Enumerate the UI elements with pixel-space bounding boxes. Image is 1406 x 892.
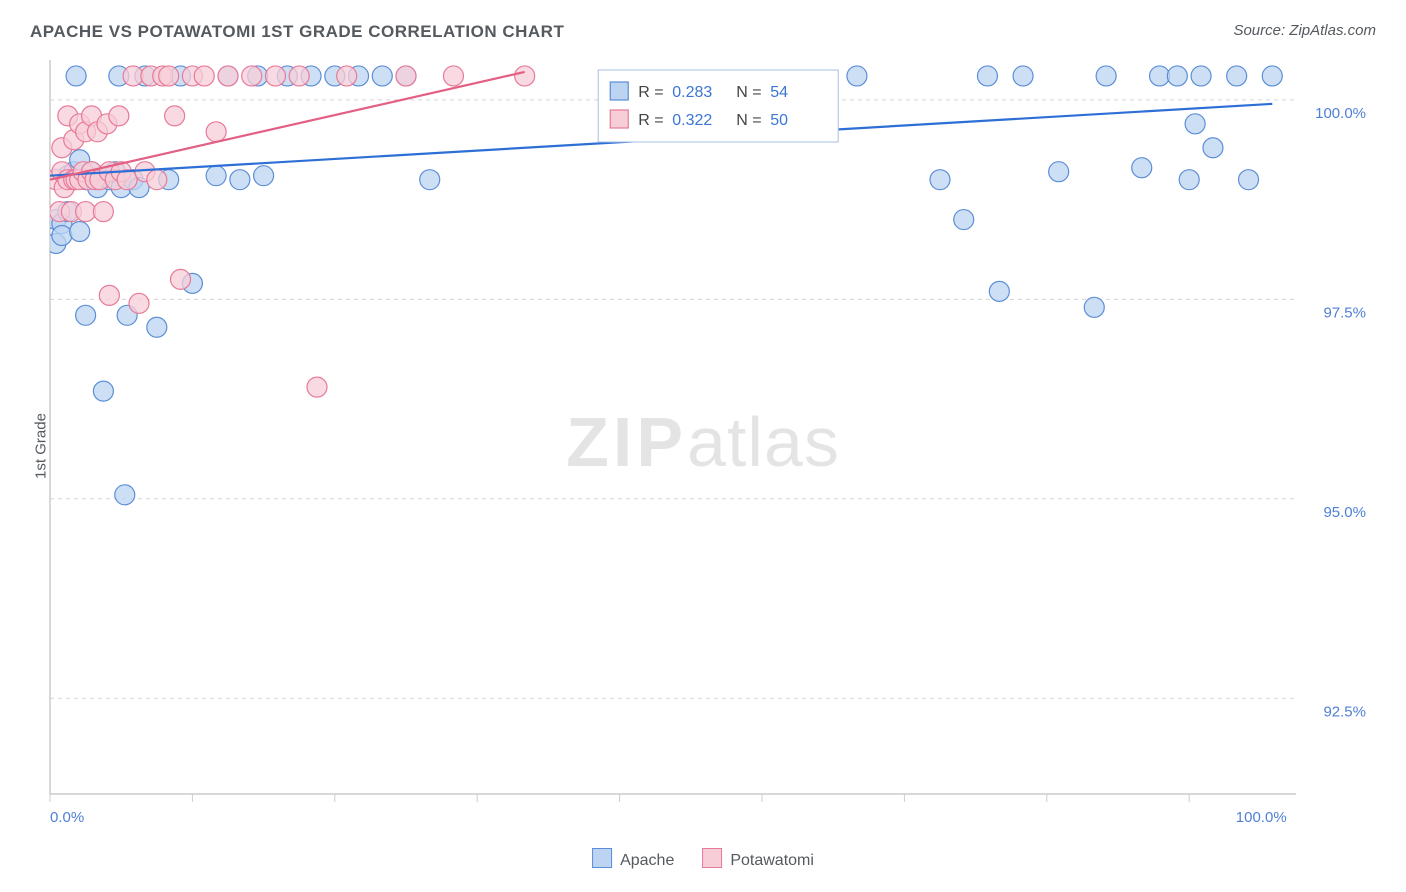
y-tick-label: 92.5%: [1323, 703, 1366, 720]
x-tick-label: 0.0%: [50, 809, 84, 826]
x-tick-label: 100.0%: [1236, 809, 1287, 826]
svg-text:N =: N =: [736, 84, 761, 101]
legend-swatch: [592, 848, 612, 868]
svg-text:0.283: 0.283: [672, 84, 712, 101]
svg-text:54: 54: [770, 84, 788, 101]
source-label: Source: ZipAtlas.com: [1233, 22, 1376, 39]
plot-area: 92.5% 95.0% 97.5% 100.0% 0.0% 100.0% R = 0.283 N…: [46, 56, 1376, 832]
svg-text:0.322: 0.322: [672, 112, 712, 129]
svg-text:N =: N =: [736, 112, 761, 129]
legend-item: Potawatomi: [702, 848, 814, 870]
svg-text:R =: R =: [638, 112, 663, 129]
svg-text:R =: R =: [638, 84, 663, 101]
legend-swatch: [702, 848, 722, 868]
bottom-legend: Apache Potawatomi: [592, 848, 814, 870]
y-tick-label: 97.5%: [1323, 304, 1366, 321]
legend-label: Apache: [620, 852, 674, 869]
stats-legend: R = 0.283 N = 54 R = 0.322 N = 50: [598, 70, 838, 142]
y-tick-label: 100.0%: [1315, 105, 1366, 122]
scatter-chart: 92.5% 95.0% 97.5% 100.0% 0.0% 100.0% R = 0.283 N…: [46, 56, 1376, 832]
chart-title: APACHE VS POTAWATOMI 1ST GRADE CORRELATI…: [30, 22, 564, 42]
legend-item: Apache: [592, 848, 674, 870]
svg-text:50: 50: [770, 112, 788, 129]
y-tick-label: 95.0%: [1323, 504, 1366, 521]
legend-label: Potawatomi: [730, 852, 814, 869]
